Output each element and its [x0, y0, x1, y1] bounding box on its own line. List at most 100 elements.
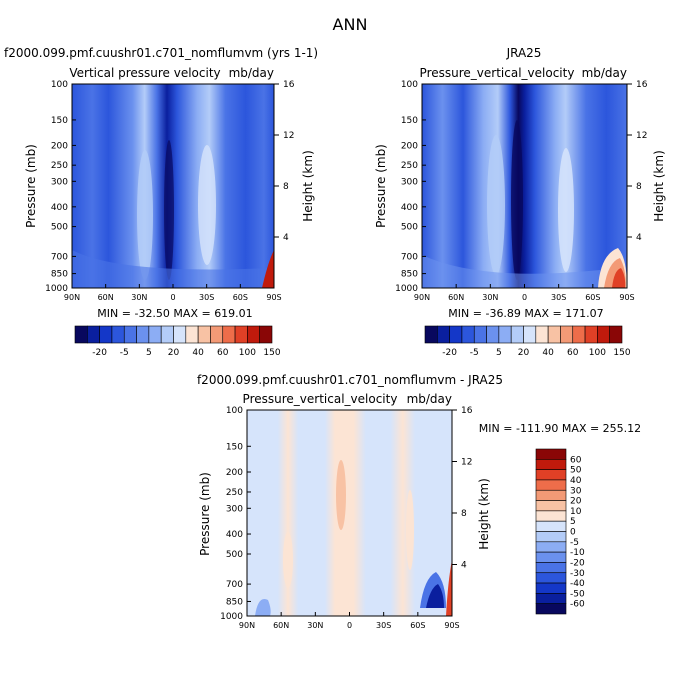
- panel-model-stats: MIN = -32.50 MAX = 619.01: [97, 307, 252, 320]
- panel-jra25-y2ticks: 16 12 8 4: [627, 80, 648, 243]
- xtick-label: 0: [522, 293, 527, 302]
- colorbar-label: 30: [570, 486, 582, 496]
- colorbar-label: -30: [570, 569, 585, 579]
- colorbar-label: 5: [146, 348, 152, 358]
- colorbar-box: [473, 325, 487, 344]
- xtick-label: 30N: [482, 293, 498, 302]
- xtick-label: 90S: [444, 621, 459, 630]
- ytick-label: 500: [226, 550, 243, 560]
- colorbar-box: [560, 325, 574, 344]
- colorbar-label: 20: [518, 348, 530, 358]
- ytick-label: 500: [401, 223, 418, 233]
- colorbar-box: [535, 531, 567, 543]
- colorbar-label: 10: [570, 507, 582, 517]
- colorbar-box: [247, 325, 260, 344]
- colorbar-box: [584, 325, 598, 344]
- panel-diff-y2label: Height (km): [477, 478, 491, 549]
- panel-jra25-ylabel: Pressure (mb): [374, 144, 388, 228]
- panel-diff-yticks: 100 150 200 250 300 400 500 700 850 1000: [220, 406, 251, 622]
- panel-model-feature: [72, 250, 270, 288]
- ytick-label: 850: [51, 270, 68, 280]
- colorbar-box: [222, 325, 236, 344]
- colorbar-box: [535, 459, 567, 470]
- panel-jra25-field: [422, 84, 627, 288]
- colorbar-box: [609, 325, 623, 344]
- panel-model-title-center: Vertical pressure velocity: [69, 66, 220, 80]
- colorbar-label: -40: [570, 579, 585, 589]
- panel-jra25-title-left: JRA25: [506, 46, 542, 60]
- colorbar-label: 100: [239, 348, 256, 358]
- ytick-label: 250: [226, 488, 243, 498]
- panel-diff-feature: [446, 560, 452, 616]
- panel-jra25-feature: [511, 120, 523, 280]
- xtick-label: 60S: [233, 293, 248, 302]
- panel-model: f2000.099.pmf.cuushr01.c701_nomflumvm (y…: [4, 46, 318, 358]
- panel-jra25-feature: [612, 268, 626, 288]
- colorbar-box: [99, 325, 113, 344]
- xtick-label: 30S: [376, 621, 391, 630]
- ytick-label: 150: [401, 116, 418, 126]
- colorbar-label: -20: [570, 558, 585, 568]
- colorbar-label: -20: [442, 348, 457, 358]
- panel-model-feature: [262, 250, 274, 288]
- colorbar-label: 60: [570, 455, 582, 465]
- ytick-label: 100: [51, 80, 68, 90]
- colorbar-box: [535, 603, 567, 615]
- y2tick-label: 4: [461, 561, 467, 571]
- colorbar-label: -5: [570, 538, 579, 548]
- y2tick-label: 8: [283, 182, 289, 192]
- xtick-label: 60N: [448, 293, 464, 302]
- colorbar-box: [547, 325, 561, 344]
- panel-model-xticks: 90N 60N 30N 0 30S 60S 90S: [64, 284, 282, 302]
- colorbar-label: 150: [263, 348, 280, 358]
- panel-diff-title-left: f2000.099.pmf.cuushr01.c701_nomflumvm - …: [197, 373, 503, 387]
- panel-jra25-feature: [487, 135, 505, 275]
- panel-diff-feature: [283, 532, 293, 588]
- ytick-label: 400: [226, 530, 243, 540]
- ytick-label: 700: [401, 252, 418, 262]
- y2tick-label: 12: [636, 131, 647, 141]
- colorbar-box: [173, 325, 187, 344]
- ytick-label: 1000: [395, 284, 418, 294]
- colorbar-box: [136, 325, 150, 344]
- colorbar-box: [424, 325, 438, 344]
- colorbar-box: [597, 325, 610, 344]
- panel-jra25-feature: [422, 255, 600, 288]
- panel-jra25-yticks: 100 150 200 250 300 400 500 700 850 1000: [395, 80, 426, 294]
- ytick-label: 1000: [220, 612, 243, 622]
- colorbar-box: [486, 325, 500, 344]
- y2tick-label: 16: [283, 80, 295, 90]
- colorbar-box: [185, 325, 199, 344]
- colorbar-box: [197, 325, 211, 344]
- ytick-label: 1000: [45, 284, 68, 294]
- colorbar-box: [535, 520, 567, 532]
- colorbar-box: [523, 325, 537, 344]
- ytick-label: 850: [401, 270, 418, 280]
- colorbar-box: [461, 325, 475, 344]
- xtick-label: 30N: [131, 293, 147, 302]
- panel-jra25-xticks: 90N 60N 30N 0 30S 60S 90S: [414, 284, 635, 302]
- y2tick-label: 12: [461, 458, 472, 468]
- colorbar-box: [123, 325, 137, 344]
- colorbar-box: [87, 325, 100, 344]
- colorbar-box: [535, 562, 567, 574]
- ytick-label: 200: [51, 141, 68, 151]
- colorbar-label: 60: [567, 348, 579, 358]
- colorbar-label: 50: [570, 466, 582, 476]
- colorbar-box: [74, 325, 88, 344]
- colorbar-box: [510, 325, 524, 344]
- panel-diff-units: mb/day: [407, 392, 452, 406]
- colorbar-label: 20: [168, 348, 180, 358]
- y2tick-label: 12: [283, 131, 294, 141]
- panel-model-y2ticks: 16 12 8 4: [274, 80, 295, 243]
- panel-model-colorbar: -20 -5 5 20 40 60 100 150: [74, 325, 281, 358]
- ytick-label: 300: [51, 177, 68, 187]
- ytick-label: 400: [401, 203, 418, 213]
- panel-model-feature: [198, 145, 216, 265]
- panel-model-units: mb/day: [229, 66, 274, 80]
- panel-jra25-units: mb/day: [582, 66, 627, 80]
- ytick-label: 250: [401, 161, 418, 171]
- colorbar-box: [535, 582, 567, 594]
- panel-model-ylabel: Pressure (mb): [24, 144, 38, 228]
- colorbar-label: 5: [496, 348, 502, 358]
